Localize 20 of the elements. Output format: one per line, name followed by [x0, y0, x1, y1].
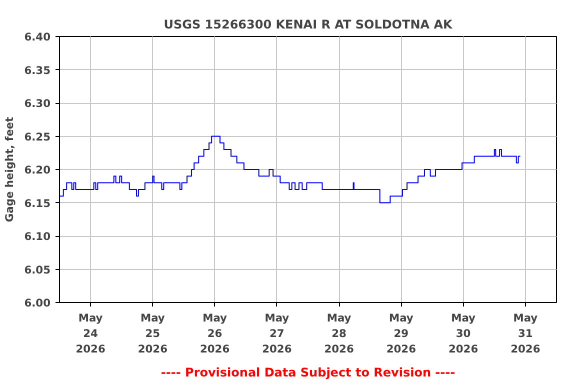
y-tick-label: 6.35 [24, 64, 51, 77]
y-axis-title: Gage height, feet [3, 116, 16, 222]
x-tick-label: May 28 2026 [324, 312, 354, 356]
x-tick-label: May 29 2026 [386, 312, 416, 356]
y-tick-label: 6.25 [24, 130, 51, 144]
x-tick-label: May 27 2026 [262, 312, 292, 356]
y-tick-label: 6.00 [24, 296, 51, 310]
chart-title: USGS 15266300 KENAI R AT SOLDOTNA AK [164, 18, 453, 32]
y-tick-label: 6.20 [24, 164, 51, 176]
x-tick-label: May 31 2026 [510, 312, 540, 356]
y-tick-label: 6.40 [24, 30, 51, 44]
y-tick-label: 6.10 [24, 230, 51, 243]
x-tick-label: May 25 2026 [138, 312, 168, 356]
x-tick-label: May 26 2026 [200, 312, 230, 356]
text: ---- Provisional Data Subject to Revision ---- [160, 366, 456, 380]
y-tick-label: 6.05 [24, 263, 51, 276]
x-tick-label: May 24 2026 [76, 312, 106, 356]
x-tick-label: May 30 2026 [448, 312, 478, 356]
y-tick-label: 6.15 [24, 196, 51, 210]
y-tick-label: 6.30 [24, 97, 51, 110]
